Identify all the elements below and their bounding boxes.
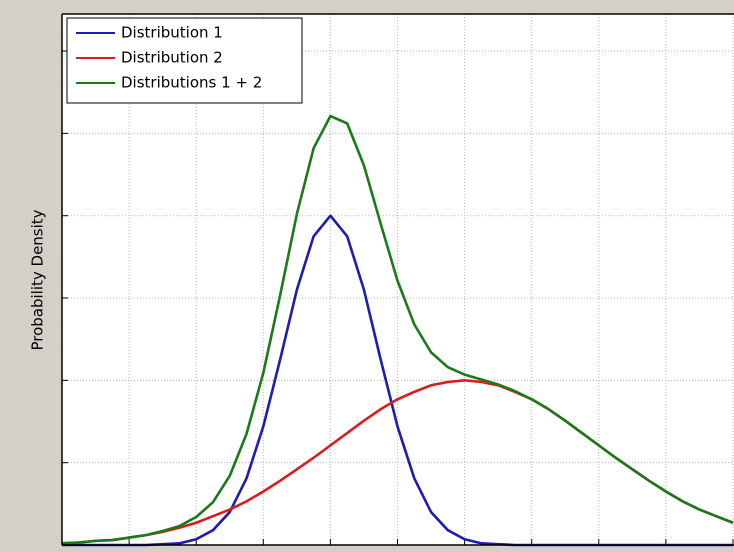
legend-label: Distribution 1 [121, 24, 223, 42]
y-axis-label: Probability Density [29, 209, 47, 350]
legend-label: Distributions 1 + 2 [121, 74, 262, 92]
series-line [61, 114, 734, 545]
legend-label: Distribution 2 [121, 49, 223, 67]
